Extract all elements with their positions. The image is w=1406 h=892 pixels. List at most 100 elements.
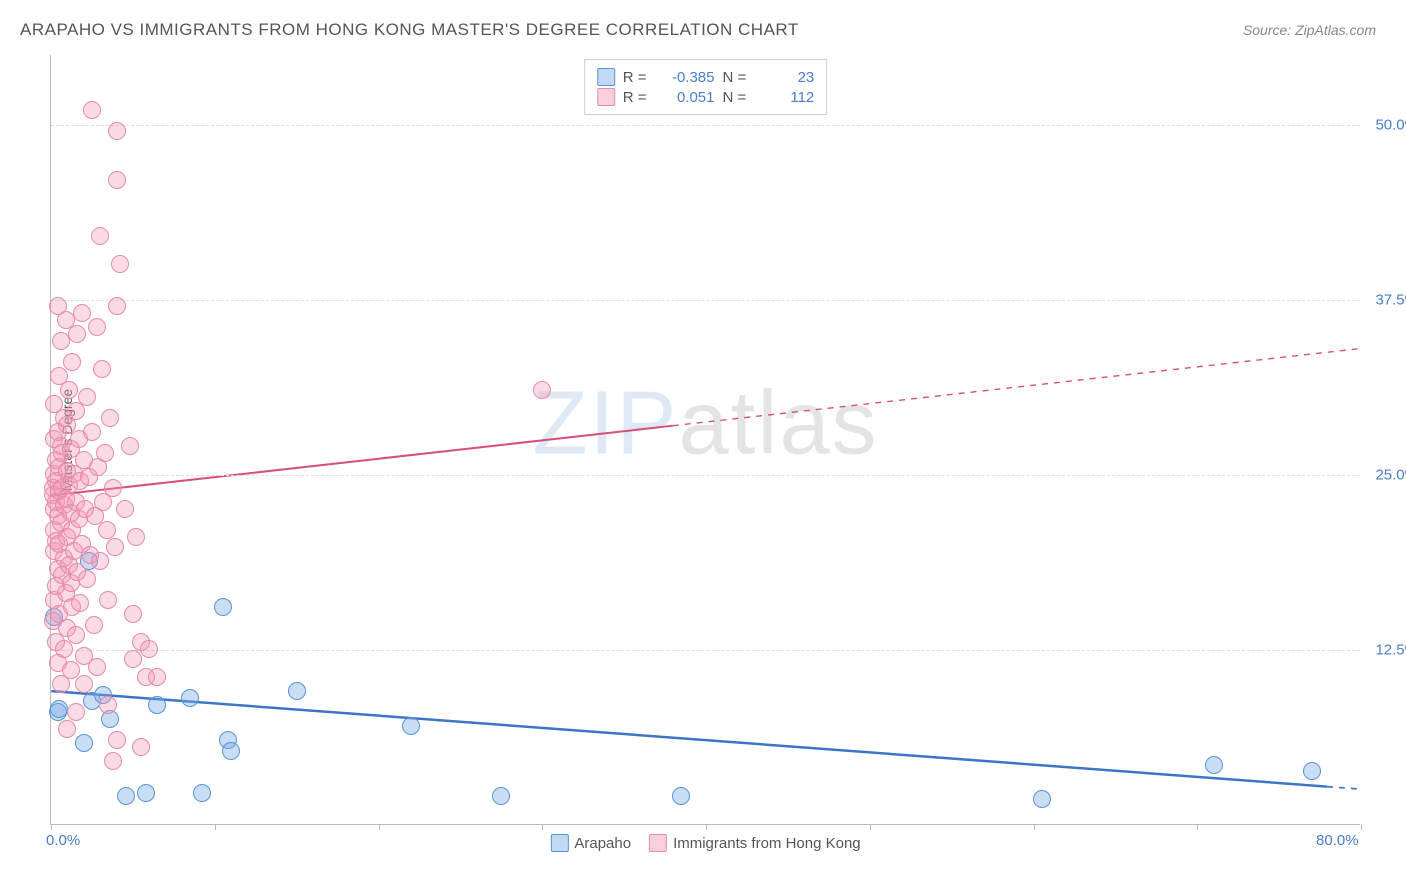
- legend-label-1: Immigrants from Hong Kong: [673, 835, 861, 852]
- scatter-point: [101, 409, 119, 427]
- scatter-point: [137, 784, 155, 802]
- scatter-point: [75, 675, 93, 693]
- scatter-point: [1205, 756, 1223, 774]
- scatter-point: [88, 318, 106, 336]
- series0-n: 23: [754, 69, 814, 86]
- ytick-label: 12.5%: [1375, 642, 1406, 659]
- xaxis-tick: [215, 824, 216, 830]
- scatter-point: [140, 640, 158, 658]
- scatter-point: [93, 360, 111, 378]
- scatter-point: [50, 700, 68, 718]
- scatter-point: [116, 500, 134, 518]
- scatter-point: [132, 738, 150, 756]
- trend-dashed: [1327, 787, 1360, 789]
- scatter-point: [85, 616, 103, 634]
- legend-stat-row-1: R = 0.051 N = 112: [597, 88, 815, 106]
- scatter-point: [672, 787, 690, 805]
- scatter-point: [1033, 790, 1051, 808]
- scatter-point: [60, 381, 78, 399]
- scatter-point: [68, 325, 86, 343]
- gridline: [51, 650, 1360, 651]
- scatter-point: [117, 787, 135, 805]
- r-label: R =: [623, 89, 647, 106]
- xaxis-tick: [379, 824, 380, 830]
- legend-stats: R = -0.385 N = 23 R = 0.051 N = 112: [584, 59, 828, 115]
- xaxis-tick: [1361, 824, 1362, 830]
- scatter-point: [75, 734, 93, 752]
- scatter-point: [78, 570, 96, 588]
- scatter-point: [402, 717, 420, 735]
- scatter-point: [1303, 762, 1321, 780]
- watermark: ZIPatlas: [532, 373, 878, 476]
- legend-bottom: Arapaho Immigrants from Hong Kong: [550, 834, 860, 852]
- scatter-point: [181, 689, 199, 707]
- trend-dashed: [673, 349, 1360, 426]
- source-label: Source: ZipAtlas.com: [1243, 22, 1376, 38]
- series0-r: -0.385: [655, 69, 715, 86]
- r-label: R =: [623, 69, 647, 86]
- header-row: ARAPAHO VS IMMIGRANTS FROM HONG KONG MAS…: [0, 0, 1406, 50]
- scatter-point: [73, 304, 91, 322]
- xtick-label: 80.0%: [1316, 832, 1359, 849]
- scatter-point: [148, 668, 166, 686]
- series1-n: 112: [754, 89, 814, 106]
- xaxis-tick: [706, 824, 707, 830]
- scatter-point: [124, 650, 142, 668]
- scatter-point: [108, 122, 126, 140]
- scatter-point: [83, 101, 101, 119]
- n-label: N =: [723, 89, 747, 106]
- chart-title: ARAPAHO VS IMMIGRANTS FROM HONG KONG MAS…: [20, 20, 799, 40]
- swatch-blue-icon: [550, 834, 568, 852]
- xaxis-tick: [1034, 824, 1035, 830]
- scatter-point: [121, 437, 139, 455]
- gridline: [51, 475, 1360, 476]
- legend-label-0: Arapaho: [574, 835, 631, 852]
- ytick-label: 50.0%: [1375, 117, 1406, 134]
- xaxis-tick: [1197, 824, 1198, 830]
- trend-lines: [51, 55, 1360, 824]
- scatter-point: [111, 255, 129, 273]
- scatter-point: [214, 598, 232, 616]
- watermark-zip: ZIP: [532, 374, 678, 474]
- legend-item-1: Immigrants from Hong Kong: [649, 834, 861, 852]
- scatter-point: [193, 784, 211, 802]
- scatter-point: [91, 227, 109, 245]
- scatter-point: [58, 720, 76, 738]
- scatter-point: [99, 591, 117, 609]
- trend-solid: [51, 691, 1327, 786]
- n-label: N =: [723, 69, 747, 86]
- scatter-point: [104, 479, 122, 497]
- gridline: [51, 125, 1360, 126]
- xaxis-tick: [542, 824, 543, 830]
- scatter-point: [108, 731, 126, 749]
- scatter-point: [49, 297, 67, 315]
- series1-r: 0.051: [655, 89, 715, 106]
- scatter-point: [52, 332, 70, 350]
- scatter-point: [222, 742, 240, 760]
- scatter-point: [88, 658, 106, 676]
- scatter-point: [99, 696, 117, 714]
- xaxis-tick: [870, 824, 871, 830]
- trend-solid: [51, 426, 672, 496]
- swatch-blue-icon: [597, 68, 615, 86]
- scatter-point: [96, 444, 114, 462]
- ytick-label: 25.0%: [1375, 467, 1406, 484]
- watermark-atlas: atlas: [678, 374, 878, 474]
- scatter-point: [106, 538, 124, 556]
- scatter-point: [127, 528, 145, 546]
- swatch-pink-icon: [649, 834, 667, 852]
- scatter-point: [71, 594, 89, 612]
- xaxis-tick: [51, 824, 52, 830]
- xtick-label: 0.0%: [46, 832, 80, 849]
- scatter-point: [108, 171, 126, 189]
- scatter-point: [67, 626, 85, 644]
- swatch-pink-icon: [597, 88, 615, 106]
- scatter-point: [124, 605, 142, 623]
- scatter-point: [492, 787, 510, 805]
- legend-item-0: Arapaho: [550, 834, 631, 852]
- plot-area: Master's Degree ZIPatlas R = -0.385 N = …: [50, 55, 1360, 825]
- scatter-point: [78, 388, 96, 406]
- scatter-point: [83, 423, 101, 441]
- legend-stat-row-0: R = -0.385 N = 23: [597, 68, 815, 86]
- scatter-point: [67, 703, 85, 721]
